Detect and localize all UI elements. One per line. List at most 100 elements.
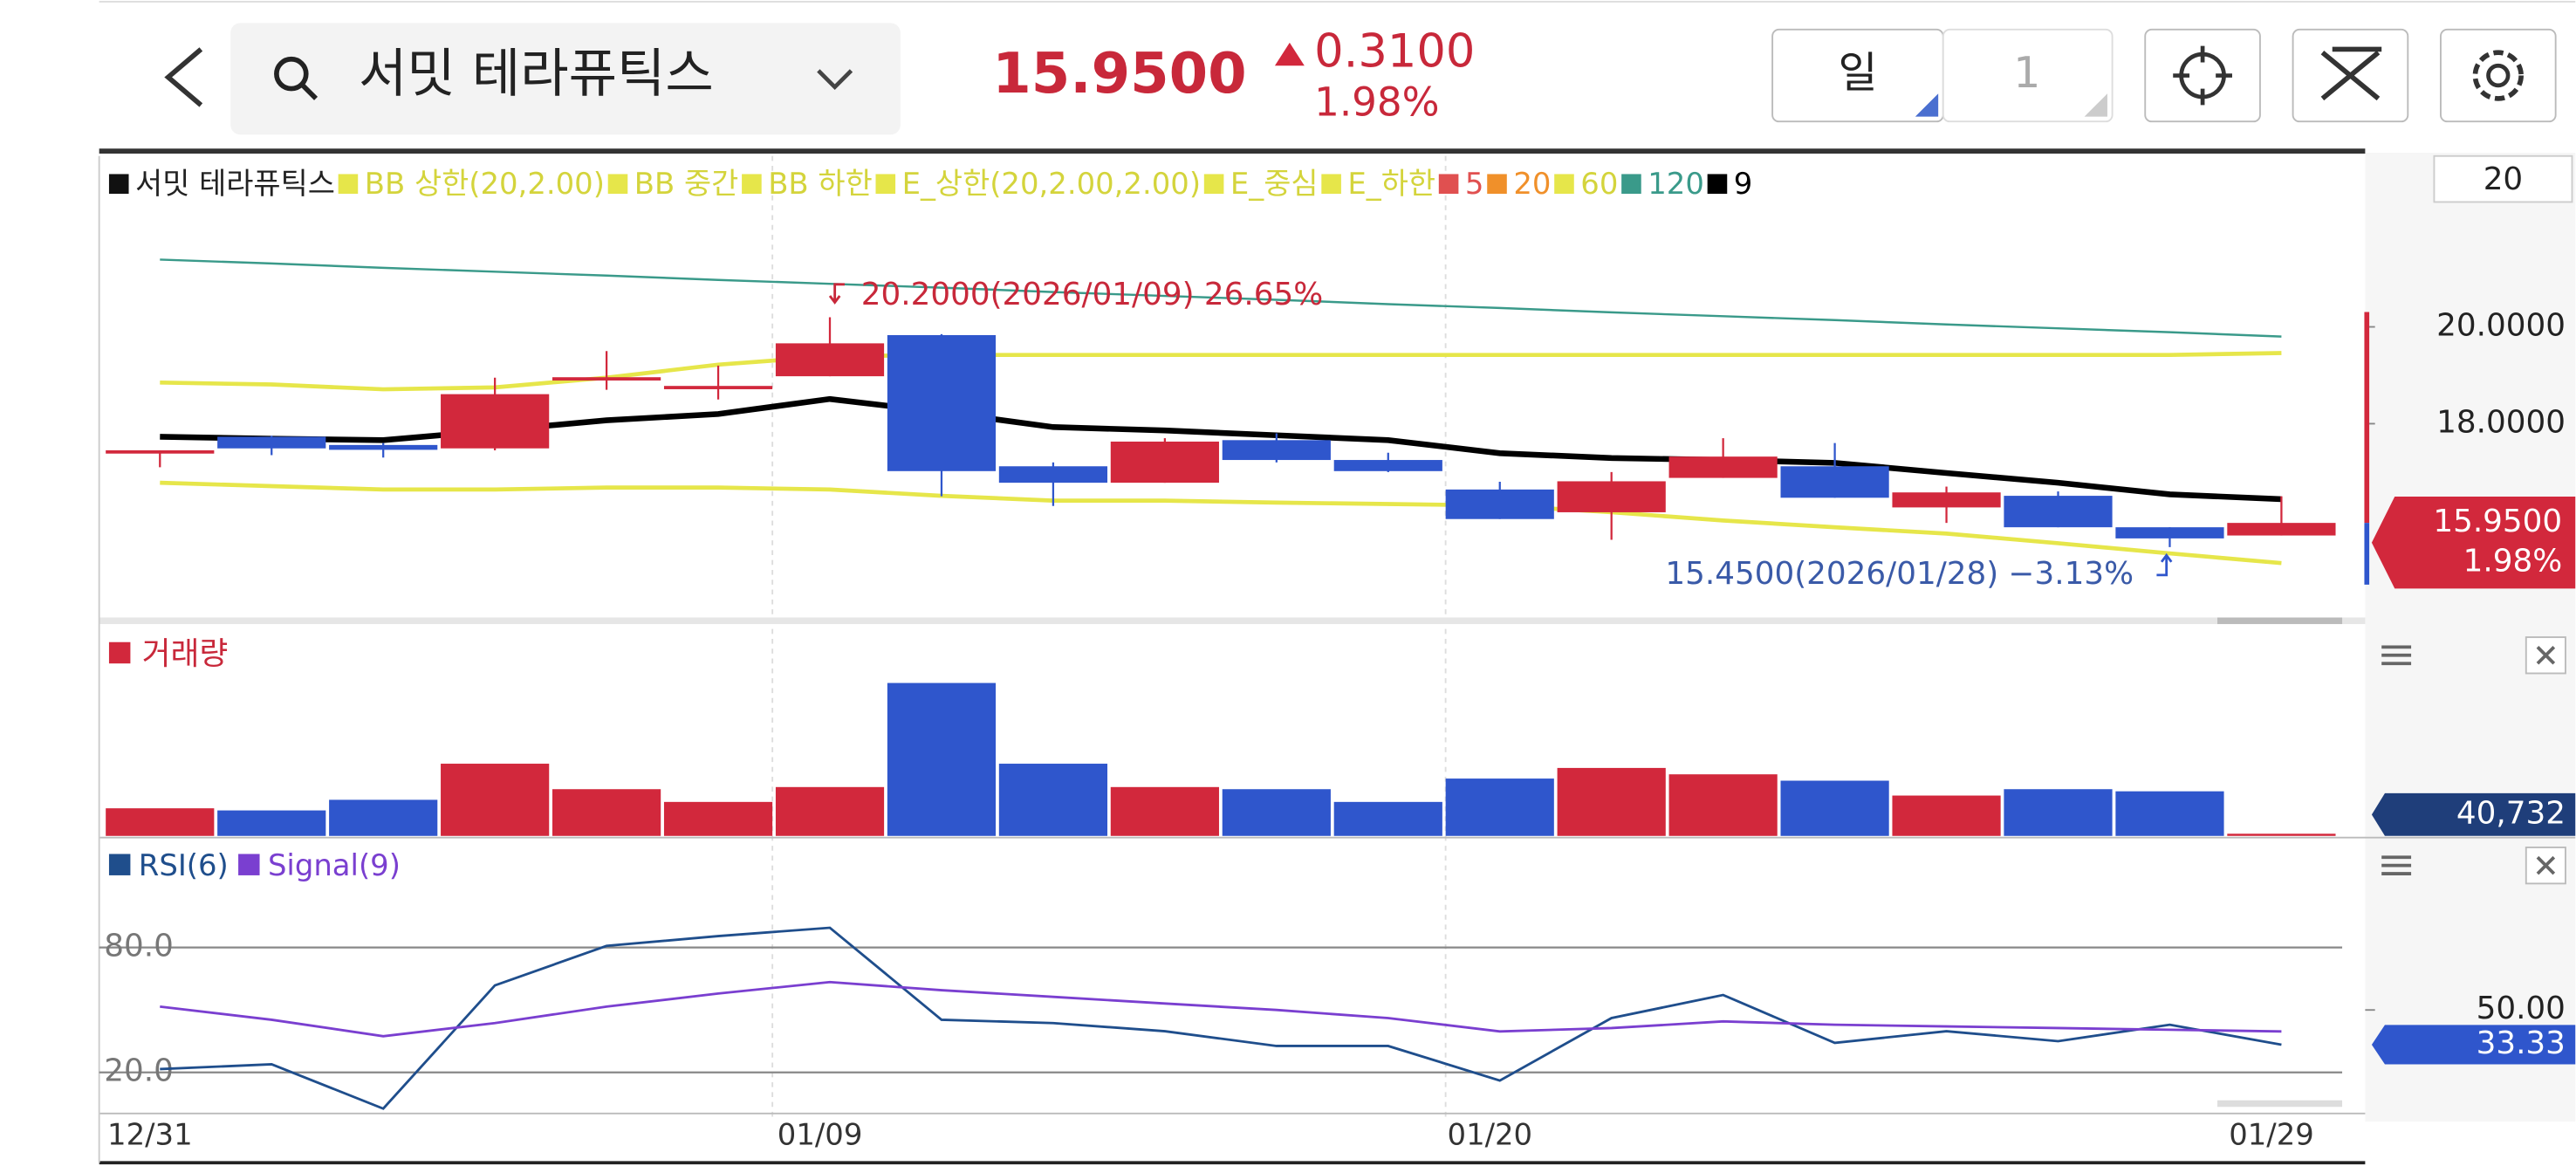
legend-entry: 120 bbox=[1648, 167, 1704, 201]
legend-entry: 5 bbox=[1465, 167, 1484, 201]
volume-panel-menu[interactable] bbox=[2381, 645, 2412, 666]
crosshair-ticks bbox=[2173, 45, 2232, 106]
period-input: 20 bbox=[2484, 161, 2524, 197]
legend-swatch bbox=[108, 174, 129, 195]
volume-bar bbox=[2004, 789, 2113, 836]
volume-bar bbox=[1780, 780, 1889, 836]
candle-body bbox=[441, 394, 550, 449]
x-tick-label: 01/29 bbox=[2229, 1118, 2314, 1152]
legend-entry: E_하한 bbox=[1347, 167, 1435, 201]
price-change: 0.3100 bbox=[1314, 25, 1475, 79]
volume-bar bbox=[329, 799, 438, 836]
legend-swatch bbox=[1554, 174, 1574, 195]
legend-entry: BB 상한(20,2.00) bbox=[365, 167, 605, 201]
low-annotation: 15.4500(2026/01/28) −3.13% bbox=[1665, 556, 2134, 592]
legend-entry: BB 하한 bbox=[768, 167, 873, 201]
close-icon bbox=[2536, 646, 2556, 665]
volume-bar bbox=[775, 786, 885, 836]
close-button[interactable] bbox=[2525, 636, 2566, 675]
candle-body bbox=[1780, 466, 1889, 498]
x-tick-label: 01/09 bbox=[778, 1118, 863, 1152]
scrollbar-track bbox=[99, 617, 2366, 625]
dropdown-icon[interactable] bbox=[817, 69, 853, 91]
volume-bar bbox=[2115, 791, 2224, 836]
settings-hub bbox=[2486, 63, 2511, 88]
legend-swatch bbox=[875, 174, 896, 195]
price-change-pct: 1.98% bbox=[1314, 79, 1439, 125]
rsi-line bbox=[160, 980, 2282, 1038]
volume-bar bbox=[1557, 767, 1666, 836]
y-tick-label: 18.0000 bbox=[2436, 404, 2566, 440]
close-icon bbox=[2536, 855, 2556, 875]
indicator-line bbox=[160, 480, 2282, 566]
last-volume-tag bbox=[2371, 792, 2576, 836]
right-tick-label: 50.00 bbox=[2477, 991, 2566, 1026]
period-count-corner bbox=[2084, 93, 2107, 117]
settings-button[interactable] bbox=[2440, 28, 2557, 123]
up-triangle bbox=[1274, 42, 1305, 66]
rsi-line bbox=[160, 926, 2282, 1110]
indicator-line bbox=[160, 351, 2282, 392]
volume-bar bbox=[106, 808, 215, 836]
last-price-tag bbox=[2371, 497, 2576, 589]
volume-bar bbox=[998, 764, 1108, 836]
candle-body bbox=[1333, 460, 1442, 471]
candle-body bbox=[998, 466, 1108, 484]
volume-bar bbox=[441, 764, 550, 836]
legend-swatch bbox=[742, 174, 762, 195]
high-annotation: 20.2000(2026/01/09) 26.65% bbox=[861, 277, 1323, 312]
last-volume-label: 40,732 bbox=[2456, 795, 2566, 831]
legend-swatch bbox=[1438, 174, 1459, 195]
y-tick-label: 20.0000 bbox=[2436, 308, 2566, 344]
volume-bar bbox=[1445, 778, 1554, 836]
volume-bar bbox=[663, 801, 773, 836]
legend-swatch bbox=[338, 174, 359, 195]
volume-bar bbox=[217, 810, 326, 836]
period-label: 일 bbox=[1838, 48, 1877, 98]
volume-bar bbox=[552, 789, 661, 836]
legend-entry: 60 bbox=[1580, 167, 1618, 201]
last-rsi-label: 33.33 bbox=[2477, 1025, 2566, 1061]
current-price: 15.9500 bbox=[992, 42, 1246, 106]
candle-body bbox=[887, 334, 997, 471]
volume-bar bbox=[887, 682, 997, 836]
crosshair-button[interactable] bbox=[2144, 28, 2261, 123]
y-tick-label: 20.0 bbox=[104, 1053, 174, 1089]
volume-bar bbox=[1110, 786, 1219, 836]
candle-body bbox=[2004, 496, 2113, 528]
legend-entry: 20 bbox=[1513, 167, 1551, 201]
indicator-line bbox=[160, 258, 2282, 338]
candle-body bbox=[663, 386, 773, 389]
legend-swatch bbox=[1203, 174, 1224, 195]
candle-body bbox=[1557, 481, 1666, 512]
period-count-button[interactable] bbox=[1942, 28, 2114, 123]
legend-entry: E_중심 bbox=[1230, 167, 1319, 201]
volume-bar bbox=[1222, 789, 1331, 836]
rsi-panel-menu[interactable] bbox=[2381, 855, 2412, 875]
x-tick-label: 12/31 bbox=[107, 1118, 193, 1152]
search-icon bbox=[274, 56, 309, 92]
candle-body bbox=[217, 436, 326, 449]
back-button[interactable] bbox=[164, 47, 203, 107]
legend-swatch bbox=[108, 854, 131, 875]
scrollbar[interactable] bbox=[2217, 617, 2343, 625]
period-input-box[interactable] bbox=[2433, 154, 2573, 203]
legend-swatch bbox=[1707, 174, 1728, 195]
legend-swatch bbox=[1621, 174, 1641, 195]
volume-bar bbox=[1333, 801, 1442, 836]
candle-body bbox=[2227, 523, 2336, 536]
x-tick-label: 01/20 bbox=[1448, 1118, 1533, 1152]
candle-body bbox=[329, 444, 438, 450]
legend-swatch bbox=[1487, 174, 1507, 195]
candle-body bbox=[106, 449, 215, 454]
search-box[interactable] bbox=[230, 23, 901, 135]
legend-entry: E_상한(20,2.00,2.00) bbox=[902, 167, 1201, 201]
drawing-icon bbox=[2320, 46, 2382, 101]
scrollbar[interactable] bbox=[2217, 1100, 2343, 1108]
y-tick-label: 80.0 bbox=[104, 929, 174, 964]
legend-entry: 9 bbox=[1734, 167, 1753, 201]
volume-legend-swatch bbox=[108, 641, 131, 664]
